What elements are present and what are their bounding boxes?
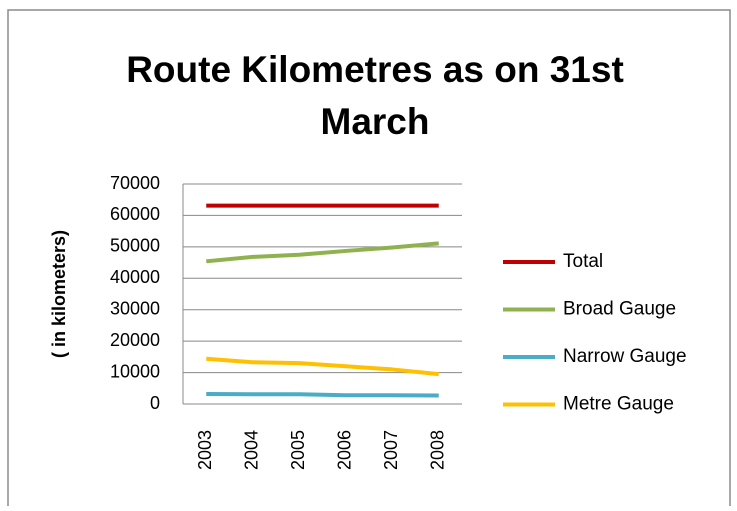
- series-line: [206, 356, 439, 377]
- x-tick-label: 2004: [242, 430, 262, 470]
- y-tick-label: 60000: [110, 204, 160, 224]
- chart-title: March: [321, 101, 430, 142]
- x-tick-label: 2007: [381, 430, 401, 470]
- series-line: [206, 241, 439, 264]
- x-tick-label: 2008: [428, 430, 448, 470]
- y-tick-label: 0: [150, 393, 160, 413]
- x-tick-label: 2003: [195, 430, 215, 470]
- y-tick-label: 50000: [110, 236, 160, 256]
- chart-title: Route Kilometres as on 31st: [126, 49, 624, 90]
- legend-label: Broad Gauge: [563, 299, 676, 320]
- legend-label: Narrow Gauge: [563, 346, 687, 367]
- legend-label: Total: [563, 251, 603, 272]
- chart-frame: [7, 9, 731, 511]
- y-tick-label: 20000: [110, 330, 160, 350]
- y-tick-label: 70000: [110, 173, 160, 193]
- y-tick-label: 30000: [110, 298, 160, 318]
- x-tick-label: 2006: [335, 430, 355, 470]
- x-tick-label: 2005: [288, 430, 308, 470]
- y-axis-label: ( in kilometers): [49, 230, 69, 358]
- series-line: [206, 391, 439, 398]
- y-tick-label: 10000: [110, 361, 160, 381]
- legend-label: Metre Gauge: [563, 394, 674, 415]
- y-tick-label: 40000: [110, 267, 160, 287]
